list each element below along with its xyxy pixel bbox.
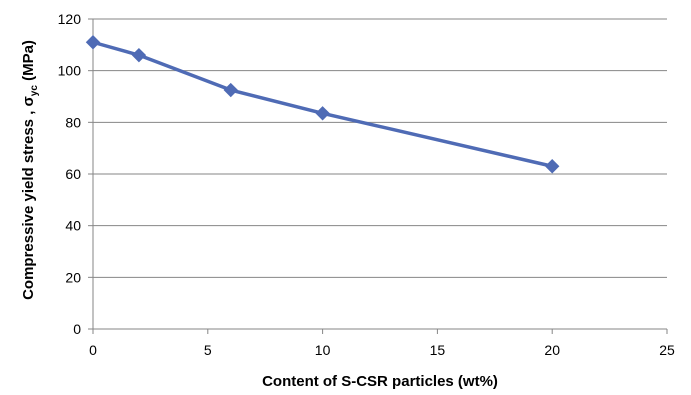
y-tick-label-120: 120 [58, 11, 82, 27]
x-tick-label-25: 25 [659, 342, 675, 358]
x-tick-label-15: 15 [430, 342, 446, 358]
data-point-0 [85, 35, 101, 50]
data-point-20 [544, 159, 560, 174]
y-tick-label-100: 100 [58, 63, 82, 79]
series-group [85, 35, 560, 174]
y-tick-labels: 0 20 40 60 80 100 120 [58, 11, 82, 337]
y-tick-label-80: 80 [65, 114, 81, 130]
x-axis-title: Content of S-CSR particles (wt%) [262, 373, 498, 390]
y-tick-label-40: 40 [65, 218, 81, 234]
y-axis-title: Compressive yield stress , σyc (MPa) [20, 40, 40, 300]
x-tick-label-0: 0 [89, 342, 97, 358]
axes [88, 18, 668, 334]
y-tick-label-0: 0 [73, 321, 81, 337]
y-axis-title-unit: (MPa) [20, 40, 37, 85]
x-tick-label-10: 10 [315, 342, 331, 358]
x-tick-label-5: 5 [204, 342, 212, 358]
x-tick-labels: 0 5 10 15 20 25 [89, 342, 675, 358]
y-tick-label-60: 60 [65, 166, 81, 182]
y-axis-title-subscript: yc [29, 85, 40, 97]
series-line-0 [92, 40, 553, 168]
data-point-6 [223, 82, 238, 98]
y-axis-title-main: Compressive yield stress , σ [20, 96, 37, 300]
data-point-2 [131, 47, 147, 63]
data-point-10 [315, 106, 330, 121]
y-tick-label-20: 20 [65, 269, 81, 285]
x-tick-label-20: 20 [544, 342, 560, 358]
grid-lines [93, 18, 667, 278]
